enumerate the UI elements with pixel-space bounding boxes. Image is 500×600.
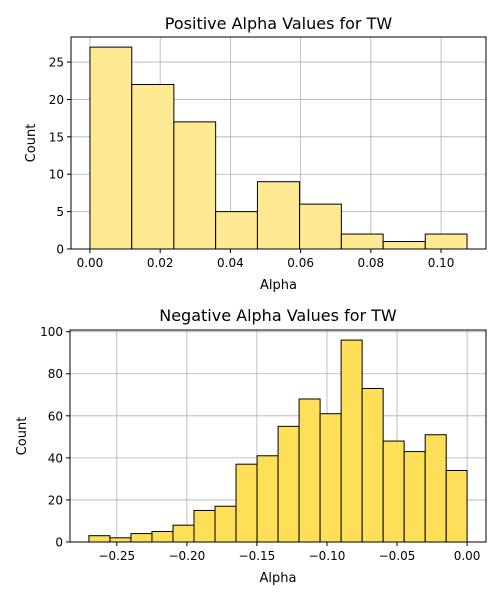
y-tick-label: 25 bbox=[49, 56, 64, 70]
histogram-bar bbox=[214, 505, 237, 543]
y-tick-label: 0 bbox=[56, 243, 64, 257]
x-tick-label: 0.02 bbox=[147, 256, 174, 270]
y-tick-label: 100 bbox=[40, 325, 63, 339]
histogram-bar bbox=[277, 425, 300, 543]
histogram-bar bbox=[340, 339, 363, 543]
y-tick-label: 60 bbox=[48, 409, 63, 423]
histogram-bar bbox=[109, 537, 132, 543]
histogram-bar bbox=[298, 398, 321, 543]
histogram-bar bbox=[361, 387, 384, 543]
y-tick-label: 15 bbox=[49, 130, 64, 144]
y-axis-label: Count bbox=[15, 417, 30, 456]
plot-area: −0.25 −0.20 −0.15 −0.10 −0.05 0.00 0 20 40 60 80 10… bbox=[40, 325, 487, 563]
histogram-bar bbox=[193, 509, 216, 543]
negative-alpha-chart: Negative Alpha Values for TW −0.25 −0.20−… bbox=[15, 306, 487, 586]
x-tick-label: −0.15 bbox=[239, 549, 276, 563]
y-tick-label: 10 bbox=[49, 168, 64, 182]
x-tick-label: 0.08 bbox=[357, 256, 384, 270]
histogram-bar bbox=[89, 46, 133, 250]
x-axis-label: Alpha bbox=[260, 278, 297, 293]
histogram-bar bbox=[256, 455, 279, 543]
y-axis-label: Count bbox=[24, 124, 39, 163]
y-tick-label: 20 bbox=[49, 93, 64, 107]
y-tick-label: 40 bbox=[48, 451, 63, 465]
histogram-bar bbox=[403, 451, 426, 543]
histogram-bar bbox=[382, 440, 405, 543]
histogram-bar bbox=[235, 463, 258, 543]
plot-area: 0.00 0.02 0.04 0.06 0.08 0.10 0 5 10 15 20 25 bbox=[49, 36, 487, 270]
axes-frame bbox=[70, 36, 487, 250]
chart-title: Positive Alpha Values for TW bbox=[165, 14, 393, 33]
y-tick-label: 0 bbox=[55, 536, 63, 550]
histogram-bar bbox=[131, 83, 175, 250]
x-tick-label: 0.00 bbox=[454, 549, 481, 563]
histogram-bar bbox=[215, 211, 258, 250]
histogram-bar bbox=[299, 203, 342, 250]
x-tick-label: −0.05 bbox=[379, 549, 416, 563]
x-tick-label: −0.25 bbox=[98, 549, 135, 563]
x-axis-label: Alpha bbox=[260, 571, 297, 586]
axes-frame bbox=[69, 329, 487, 543]
histogram-bar bbox=[130, 533, 153, 543]
histogram-bar bbox=[340, 233, 384, 250]
histogram-bar bbox=[424, 434, 447, 543]
histogram-bar bbox=[445, 469, 468, 543]
chart-title: Negative Alpha Values for TW bbox=[159, 306, 397, 325]
x-tick-label: 0.10 bbox=[428, 256, 455, 270]
histogram-bar bbox=[173, 121, 217, 250]
histogram-bar bbox=[382, 241, 426, 250]
positive-alpha-chart: Positive Alpha Values for TW 0.00 0.02 0.0… bbox=[24, 14, 487, 293]
histogram-bar bbox=[256, 181, 301, 250]
x-tick-label: −0.10 bbox=[309, 549, 346, 563]
x-tick-label: −0.20 bbox=[168, 549, 205, 563]
histogram-bar bbox=[172, 524, 195, 543]
y-tick-label: 5 bbox=[56, 205, 64, 219]
histogram-bar bbox=[151, 530, 174, 543]
histogram-bar bbox=[424, 233, 468, 250]
x-tick-label: 0.04 bbox=[217, 256, 244, 270]
x-tick-label: 0.00 bbox=[77, 256, 104, 270]
x-tick-label: 0.06 bbox=[287, 256, 314, 270]
y-tick-label: 20 bbox=[48, 493, 63, 507]
histogram-bar bbox=[319, 413, 342, 543]
histogram-bar bbox=[88, 535, 111, 543]
y-tick-label: 80 bbox=[48, 367, 63, 381]
